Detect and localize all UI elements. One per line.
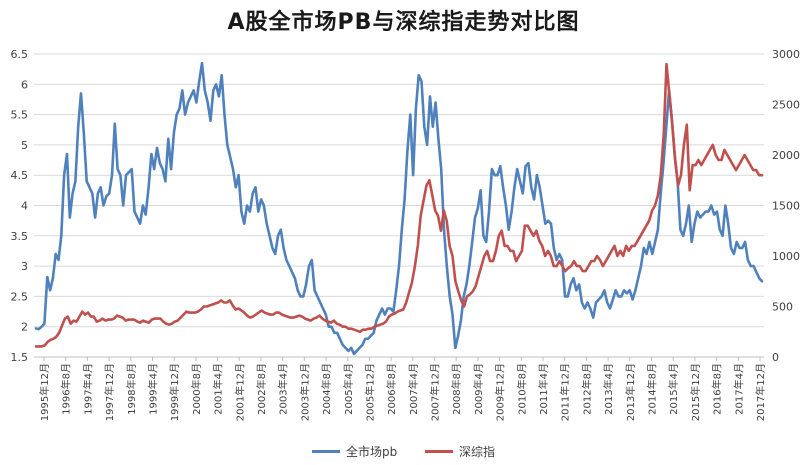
x-tick-label: 1998年8月 [125, 363, 138, 415]
x-tick-label: 1997年4月 [81, 363, 94, 415]
x-tick-label: 2013年4月 [602, 363, 615, 415]
x-tick-label: 2014年8月 [646, 363, 659, 415]
x-tick-label: 2007年4月 [407, 363, 420, 415]
x-tick-label: 2003年4月 [277, 363, 290, 415]
x-tick-label: 2006年8月 [385, 363, 398, 415]
x-tick-label: 1996年8月 [60, 363, 73, 415]
left-y-tick-label: 4 [21, 200, 28, 213]
x-tick-label: 2003年12月 [298, 363, 311, 421]
left-y-tick-label: 2.5 [11, 290, 29, 303]
x-tick-label: 2015年4月 [667, 363, 680, 415]
right-y-tick-label: 2500 [772, 99, 800, 112]
legend-swatch-pb [311, 450, 340, 453]
x-tick-label: 2009年4月 [472, 363, 485, 415]
left-y-tick-label: 4.5 [11, 169, 29, 182]
series-lines [34, 61, 764, 356]
series-line-pb [34, 61, 764, 356]
chart-title: A股全市场PB与深综指走势对比图 [227, 10, 580, 35]
x-tick-label: 1995年12月 [38, 363, 51, 421]
gridlines [34, 53, 764, 358]
left-y-tick-label: 5.5 [11, 109, 29, 122]
legend: 全市场pb 深综指 [0, 442, 807, 460]
legend-label-szzz: 深综指 [459, 445, 496, 459]
x-tick-label: 2008年8月 [450, 363, 463, 415]
x-tick-label: 2007年12月 [429, 363, 442, 421]
x-tick-label: 2015年12月 [689, 363, 702, 421]
x-tick-label: 2002年8月 [255, 363, 268, 415]
x-tick-label: 2005年12月 [363, 363, 376, 421]
x-tick-label: 2010年8月 [515, 363, 528, 415]
right-y-tick-label: 0 [772, 351, 779, 364]
x-tick-label: 2001年12月 [233, 363, 246, 421]
x-tick-label: 2017年12月 [754, 363, 767, 421]
x-tick-label: 1999年12月 [168, 363, 181, 421]
left-y-tick-label: 5 [21, 139, 28, 152]
right-y-tick-label: 2000 [772, 149, 800, 162]
legend-swatch-szzz [425, 450, 454, 453]
x-tick-label: 2009年12月 [494, 363, 507, 421]
left-y-tick-label: 1.5 [11, 351, 29, 364]
legend-item-szzz[interactable]: 深综指 [425, 443, 495, 460]
x-tick-label: 2011年4月 [537, 363, 550, 415]
series-line-szzz [34, 62, 764, 348]
right-y-axis-ticks: 0 500 1000 1500 2000 2500 3000 [772, 48, 800, 364]
x-tick-label: 2004年8月 [320, 363, 333, 415]
x-tick-label: 2012年8月 [580, 363, 593, 415]
right-y-tick-label: 1500 [772, 200, 800, 213]
x-tick-label: 2001年4月 [212, 363, 225, 415]
x-tick-label: 2000年8月 [190, 363, 203, 415]
x-tick-label: 2017年4月 [732, 363, 745, 415]
x-tick-label: 1999年4月 [146, 363, 159, 415]
left-y-tick-label: 3 [21, 260, 28, 273]
right-y-tick-label: 500 [772, 301, 793, 314]
chart-plot: 1.5 2 2.5 3 3.5 4 4.5 5 5.5 6 6.5 0 500 1000 1500 2000… [11, 48, 801, 421]
left-y-tick-label: 6 [21, 78, 28, 91]
left-y-tick-label: 3.5 [11, 230, 29, 243]
right-y-tick-label: 3000 [772, 48, 800, 61]
left-y-tick-label: 2 [21, 321, 28, 334]
right-y-tick-label: 1000 [772, 250, 800, 263]
x-axis-ticks: 1995年12月 1996年8月 1997年4月 1997年12月 1998年8月 199… [38, 357, 767, 421]
left-y-tick-label: 6.5 [11, 48, 29, 61]
x-tick-label: 2016年8月 [711, 363, 724, 415]
x-tick-label: 1997年12月 [103, 363, 116, 421]
x-tick-label: 2011年12月 [559, 363, 572, 421]
left-y-axis-ticks: 1.5 2 2.5 3 3.5 4 4.5 5 5.5 6 6.5 [11, 48, 29, 364]
legend-label-pb: 全市场pb [345, 445, 398, 459]
x-tick-label: 2013年12月 [624, 363, 637, 421]
legend-item-pb[interactable]: 全市场pb [311, 443, 398, 460]
x-tick-label: 2005年4月 [342, 363, 355, 415]
